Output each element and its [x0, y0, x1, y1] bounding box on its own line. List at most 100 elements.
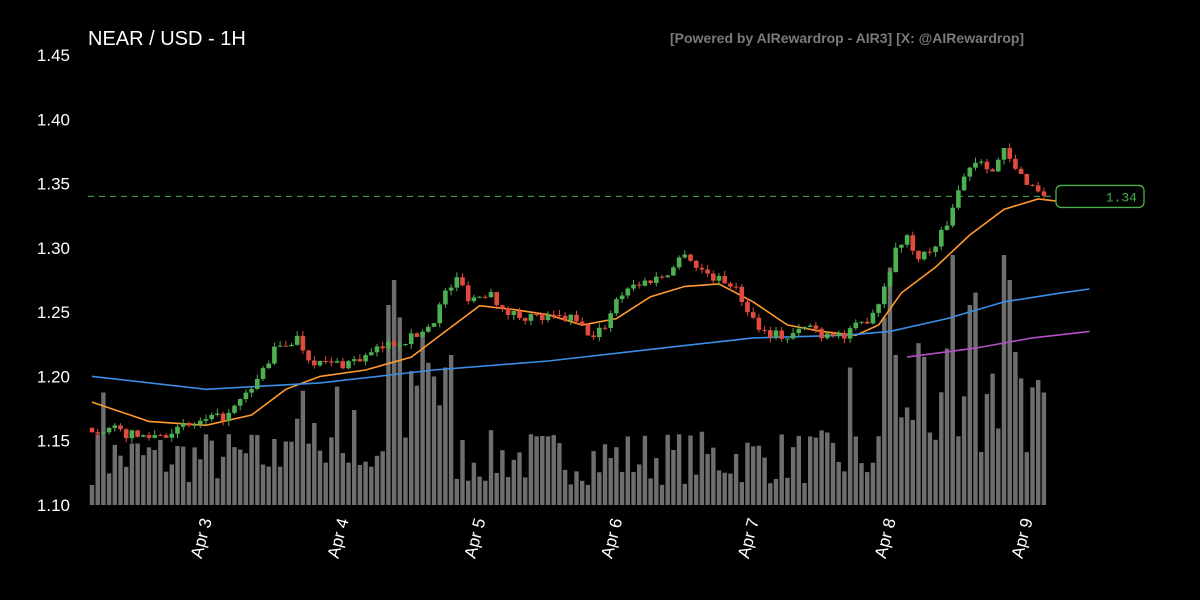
x-tick-label: Apr 5	[461, 516, 490, 560]
volume-bar	[580, 480, 585, 505]
candle-body	[346, 361, 351, 369]
volume-bar	[540, 436, 545, 505]
volume-bar	[990, 373, 995, 505]
candle-body	[973, 162, 978, 168]
volume-bar	[488, 430, 494, 505]
candle-body	[711, 273, 716, 281]
candle-body	[1013, 158, 1018, 169]
candle-body	[836, 333, 841, 336]
volume-bar	[289, 441, 294, 505]
candle-body	[460, 277, 465, 286]
volume-bar	[842, 471, 847, 505]
volume-bar	[659, 484, 665, 505]
volume-bar	[574, 471, 579, 505]
candle-body	[602, 327, 608, 329]
candle-body	[448, 287, 454, 291]
candle-body	[465, 285, 471, 302]
volume-bar	[397, 317, 402, 505]
candle-body	[528, 314, 534, 321]
candle-body	[716, 275, 722, 281]
volume-bar	[899, 417, 904, 505]
price-tag-label: 1.34	[1106, 190, 1137, 205]
volume-bar	[796, 435, 801, 505]
candle-body	[534, 314, 539, 316]
volume-bar	[853, 436, 858, 505]
volume-bar	[785, 477, 790, 505]
volume-bar	[950, 255, 955, 505]
candle-body	[899, 244, 904, 248]
volume-bar	[146, 447, 152, 505]
candle-body	[619, 295, 625, 300]
volume-bar	[426, 362, 431, 505]
candle-body	[380, 346, 385, 349]
volume-bar	[454, 478, 459, 505]
volume-bar	[483, 480, 488, 505]
volume-bar	[186, 482, 192, 505]
volume-bar	[762, 457, 767, 505]
y-axis: 1.10 1.15 1.20 1.25 1.30 1.35 1.40 1.45	[37, 46, 70, 515]
candle-body	[882, 286, 887, 305]
x-tick-label: Apr 4	[324, 516, 353, 560]
candle-body	[859, 321, 864, 323]
candle-body	[1041, 191, 1047, 196]
volume-bar	[716, 470, 722, 505]
volume-bar	[973, 292, 978, 505]
candle-body	[950, 207, 955, 226]
volume-bar	[551, 435, 556, 505]
candle-body	[226, 412, 232, 421]
volume-bar	[260, 464, 266, 505]
volume-bar	[534, 436, 539, 505]
volume-bar	[152, 450, 157, 505]
candle-body	[277, 345, 283, 347]
candle-body	[944, 225, 950, 230]
volume-bar	[511, 459, 516, 505]
candle-body	[329, 361, 334, 363]
candle-body	[260, 368, 266, 379]
candle-body	[631, 284, 636, 289]
volume-bar	[386, 305, 391, 505]
candle-body	[591, 335, 596, 338]
x-axis: Apr 3 Apr 4 Apr 5 Apr 6 Apr 7 Apr 8 Apr 9	[187, 516, 1037, 560]
volume-bar	[443, 367, 448, 505]
volume-bar	[699, 431, 705, 505]
volume-bar	[243, 453, 249, 505]
candle-body	[220, 413, 226, 421]
candle-body	[1007, 148, 1012, 159]
candle-body	[916, 250, 921, 260]
volume-bar	[198, 459, 203, 505]
volume-bar	[352, 410, 357, 505]
volume-bar	[865, 472, 870, 505]
volume-bar	[209, 440, 214, 505]
volume-bar	[562, 469, 568, 505]
volume-bar	[129, 443, 135, 505]
candle-body	[215, 413, 220, 415]
volume-bar	[545, 436, 551, 505]
volume-bar	[163, 471, 169, 505]
volume-bar	[283, 441, 288, 505]
volume-bar	[631, 472, 636, 505]
volume-bar	[910, 419, 915, 505]
volume-bar	[665, 434, 670, 505]
candle-body	[825, 333, 830, 339]
candle-body	[237, 399, 243, 406]
candle-body	[500, 305, 505, 309]
volume-bar	[602, 444, 608, 505]
chart-title: NEAR / USD - 1H	[88, 28, 246, 50]
candle-body	[505, 308, 511, 315]
volume-bar	[859, 463, 864, 505]
candle-body	[300, 335, 306, 351]
candle-body	[95, 432, 100, 434]
candle-body	[768, 330, 773, 338]
candle-body	[334, 361, 340, 363]
volume-bar	[523, 477, 528, 505]
candle-body	[597, 327, 602, 338]
candle-body	[283, 345, 289, 347]
volume-bar	[528, 434, 534, 505]
volume-bar	[1018, 378, 1024, 505]
candle-body	[369, 352, 374, 356]
volume-bar	[705, 453, 710, 505]
volume-bar	[460, 439, 465, 505]
candle-body	[585, 324, 591, 336]
y-tick-label: 1.45	[37, 46, 70, 65]
volume-bar	[996, 428, 1001, 505]
